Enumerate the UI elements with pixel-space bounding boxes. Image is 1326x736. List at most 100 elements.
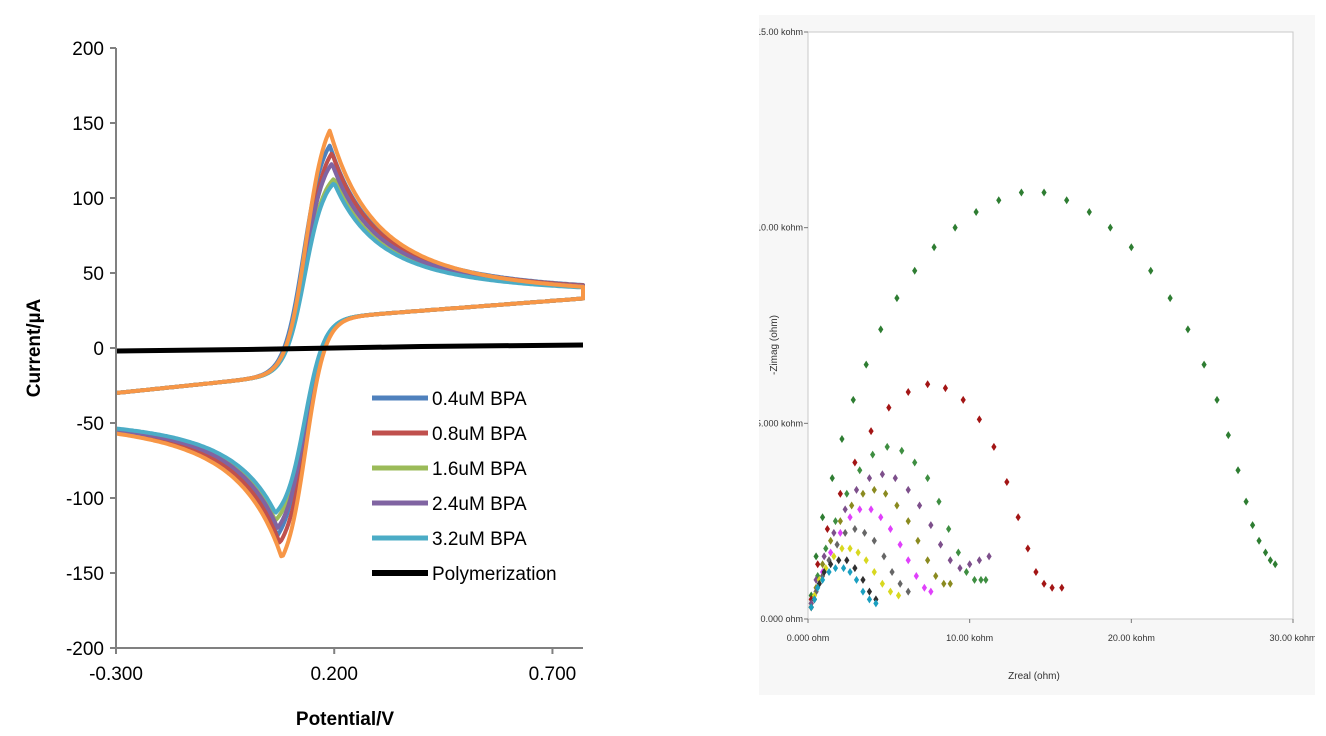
eis-chart-panel: 0.000 ohm 5.000 kohm 10.00 kohm 15.00 kohm 0… [756, 15, 1317, 695]
eis-data-point [1256, 536, 1262, 545]
cv-series-line [115, 128, 585, 559]
cv-legend-label: 0.8uM BPA [432, 424, 527, 445]
eis-data-point [828, 560, 834, 569]
eis-data-point [978, 575, 984, 584]
eis-data-point [826, 556, 832, 565]
eis-data-point [860, 489, 866, 498]
eis-data-point [1185, 325, 1191, 334]
eis-data-point [1235, 466, 1241, 475]
eis-data-point [928, 521, 934, 530]
eis-data-point [1267, 556, 1273, 565]
eis-data-point [884, 442, 890, 451]
cv-x-tick-label: -0.300 [89, 664, 143, 685]
eis-data-point [819, 560, 826, 569]
eis-data-point [1025, 544, 1031, 553]
cv-legend-label: Polymerization [432, 564, 557, 585]
cv-y-tick-label: -200 [66, 639, 104, 660]
eis-plot-area [807, 31, 1294, 620]
cv-legend-label: 1.6uM BPA [432, 459, 527, 480]
eis-data-point [937, 540, 944, 549]
eis-x-tick-label: 30.00 kohm [1269, 633, 1315, 643]
eis-data-point [899, 446, 905, 455]
eis-data-point [819, 513, 826, 522]
cv-legend: 0.4uM BPA 0.8uM BPA 1.6uM BPA 2.4uM BPA 3.2u… [372, 389, 557, 585]
eis-data-point [960, 395, 966, 404]
eis-chart: 0.000 ohm 5.000 kohm 10.00 kohm 15.00 kohm 0… [756, 27, 1317, 682]
eis-data-point [860, 575, 866, 584]
eis-data-point [860, 587, 866, 596]
eis-data-point [905, 587, 911, 596]
eis-data-point [1041, 188, 1047, 197]
eis-data-point [986, 552, 992, 561]
eis-data-point [836, 556, 842, 565]
eis-data-point [853, 485, 860, 494]
eis-y-tick-label: 15.00 kohm [759, 27, 803, 37]
eis-data-point [915, 536, 921, 545]
eis-data-point [850, 395, 856, 404]
eis-x-tick-label: 10.00 kohm [946, 633, 993, 643]
eis-data-point [828, 536, 834, 545]
cv-series-line [115, 342, 584, 354]
eis-data-point [1015, 513, 1021, 522]
eis-data-point [878, 325, 884, 334]
eis-data-point [857, 466, 863, 475]
eis-y-tick-label: 0.000 ohm [760, 614, 803, 624]
eis-data-point [844, 556, 850, 565]
eis-data-point [905, 388, 911, 397]
eis-data-point [815, 560, 821, 569]
eis-data-point [1049, 583, 1055, 592]
eis-data-point [912, 458, 918, 467]
cv-y-tick-label: 50 [83, 264, 104, 285]
cv-y-tick-label: 100 [72, 189, 104, 210]
eis-data-point [892, 474, 898, 483]
eis-data-point [971, 575, 978, 584]
eis-data-point [871, 485, 877, 494]
cv-x-tick-label: 0.700 [529, 664, 577, 685]
eis-data-point [839, 544, 845, 553]
eis-data-point [847, 544, 853, 553]
eis-data-point [847, 568, 853, 577]
eis-data-point [863, 360, 869, 369]
cv-x-tick-label: 0.200 [310, 664, 358, 685]
eis-data-point [941, 579, 947, 588]
cv-y-tick-label: 200 [72, 39, 104, 60]
eis-data-point [879, 579, 885, 588]
eis-data-point [947, 556, 953, 565]
eis-axes [804, 31, 1294, 623]
eis-data-point [879, 470, 885, 479]
eis-data-point [947, 579, 953, 588]
eis-y-tick-label: 10.00 kohm [759, 223, 803, 233]
cv-y-axis-title: Current/µA [24, 298, 45, 397]
eis-data-point [853, 575, 860, 584]
eis-data-point [844, 489, 850, 498]
cv-y-tick-label: 0 [93, 339, 104, 360]
cv-chart-panel: 200 150 100 50 0 -50 -100 -150 -200 -0.300 0.200 0.… [0, 0, 660, 731]
eis-data-point [832, 564, 839, 573]
eis-data-point [1148, 266, 1154, 275]
eis-data-point [887, 524, 894, 533]
eis-data-point [871, 536, 877, 545]
eis-data-point [815, 583, 821, 592]
cv-curves [115, 128, 585, 559]
cv-legend-label: 0.4uM BPA [432, 389, 527, 410]
eis-data-points [808, 188, 1278, 612]
eis-data-point [996, 196, 1002, 205]
eis-data-point [916, 501, 923, 510]
eis-data-point [857, 505, 863, 514]
eis-data-point [823, 544, 829, 553]
eis-data-point [881, 552, 887, 561]
eis-data-point [852, 524, 858, 533]
cv-tick-labels: 200 150 100 50 0 -50 -100 -150 -200 -0.300 0.200 0.… [66, 39, 576, 685]
eis-data-point [878, 513, 884, 522]
eis-data-point [1041, 579, 1047, 588]
eis-data-point [905, 485, 911, 494]
eis-data-point [826, 568, 832, 577]
eis-data-point [831, 528, 837, 537]
eis-data-point [852, 458, 858, 467]
eis-data-point [1201, 360, 1207, 369]
eis-data-point [1214, 395, 1220, 404]
eis-data-point [1272, 560, 1278, 569]
eis-data-point [1018, 188, 1024, 197]
eis-data-point [895, 591, 902, 600]
eis-data-point [913, 571, 919, 580]
